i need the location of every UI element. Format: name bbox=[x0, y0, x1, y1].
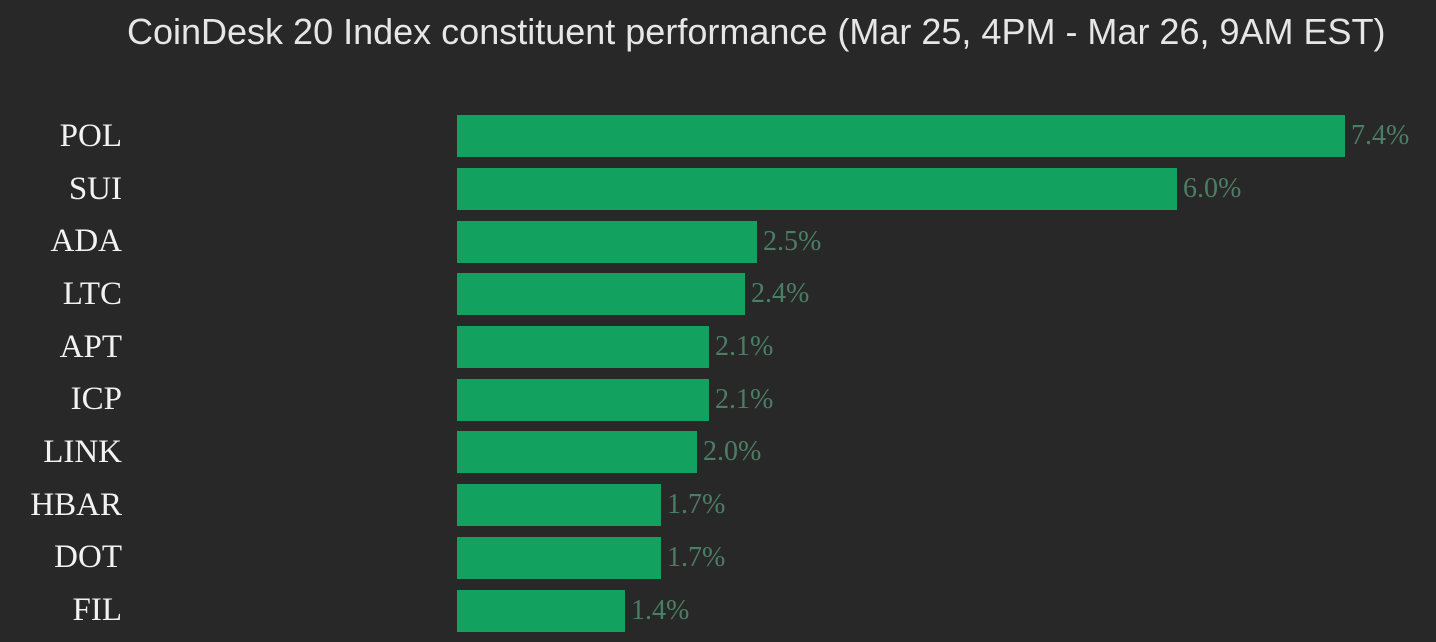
performance-bar bbox=[457, 115, 1345, 158]
bar-row: APT 2.1% bbox=[0, 321, 1436, 374]
performance-bar bbox=[457, 168, 1177, 211]
bar-row: POL 7.4% bbox=[0, 110, 1436, 163]
bar-rows: POL 7.4% SUI 6.0% ADA 2.5% LTC 2.4% APT … bbox=[0, 110, 1436, 637]
bar-category-label: FIL bbox=[72, 592, 123, 629]
bar-track: 1.7% bbox=[457, 536, 1436, 579]
bar-value-label: 2.1% bbox=[715, 383, 774, 415]
bar-value-label: 1.4% bbox=[631, 594, 690, 626]
bar-category-label: ICP bbox=[70, 381, 122, 418]
bar-track: 2.4% bbox=[457, 273, 1436, 316]
bar-value-label: 1.7% bbox=[667, 541, 726, 573]
performance-bar bbox=[457, 326, 709, 369]
bar-row: ADA 2.5% bbox=[0, 215, 1436, 268]
bar-value-label: 2.4% bbox=[751, 278, 810, 310]
bar-track: 2.0% bbox=[457, 431, 1436, 474]
bar-row: DOT 1.7% bbox=[0, 532, 1436, 585]
bar-row: HBAR 1.7% bbox=[0, 479, 1436, 532]
bar-category-label: POL bbox=[59, 117, 122, 154]
bar-track: 7.4% bbox=[457, 115, 1436, 158]
bar-value-label: 1.7% bbox=[667, 489, 726, 521]
bar-value-label: 6.0% bbox=[1183, 173, 1242, 205]
bar-value-label: 2.1% bbox=[715, 331, 774, 363]
bar-value-label: 2.5% bbox=[763, 225, 822, 257]
bar-category-label: ADA bbox=[50, 223, 123, 260]
performance-bar bbox=[457, 589, 625, 632]
bar-category-label: HBAR bbox=[30, 486, 122, 523]
performance-bar bbox=[457, 220, 757, 263]
bar-track: 1.4% bbox=[457, 589, 1436, 632]
bar-category-label: APT bbox=[59, 328, 122, 365]
bar-value-label: 7.4% bbox=[1351, 120, 1410, 152]
performance-bar bbox=[457, 536, 661, 579]
performance-bar bbox=[457, 431, 697, 474]
bar-track: 1.7% bbox=[457, 484, 1436, 527]
performance-bar bbox=[457, 378, 709, 421]
bar-row: LINK 2.0% bbox=[0, 426, 1436, 479]
bar-category-label: LINK bbox=[43, 433, 122, 470]
bar-value-label: 2.0% bbox=[703, 436, 762, 468]
performance-bar bbox=[457, 484, 661, 527]
bar-track: 6.0% bbox=[457, 168, 1436, 211]
chart-title: CoinDesk 20 Index constituent performanc… bbox=[127, 11, 1386, 52]
bar-row: LTC 2.4% bbox=[0, 268, 1436, 321]
bar-track: 2.1% bbox=[457, 378, 1436, 421]
performance-bar bbox=[457, 273, 745, 316]
bar-track: 2.5% bbox=[457, 220, 1436, 263]
bar-row: FIL 1.4% bbox=[0, 584, 1436, 637]
bar-category-label: SUI bbox=[68, 170, 122, 207]
bar-category-label: LTC bbox=[62, 275, 122, 312]
bar-track: 2.1% bbox=[457, 326, 1436, 369]
bar-row: SUI 6.0% bbox=[0, 163, 1436, 216]
bar-row: ICP 2.1% bbox=[0, 373, 1436, 426]
bar-category-label: DOT bbox=[54, 539, 122, 576]
